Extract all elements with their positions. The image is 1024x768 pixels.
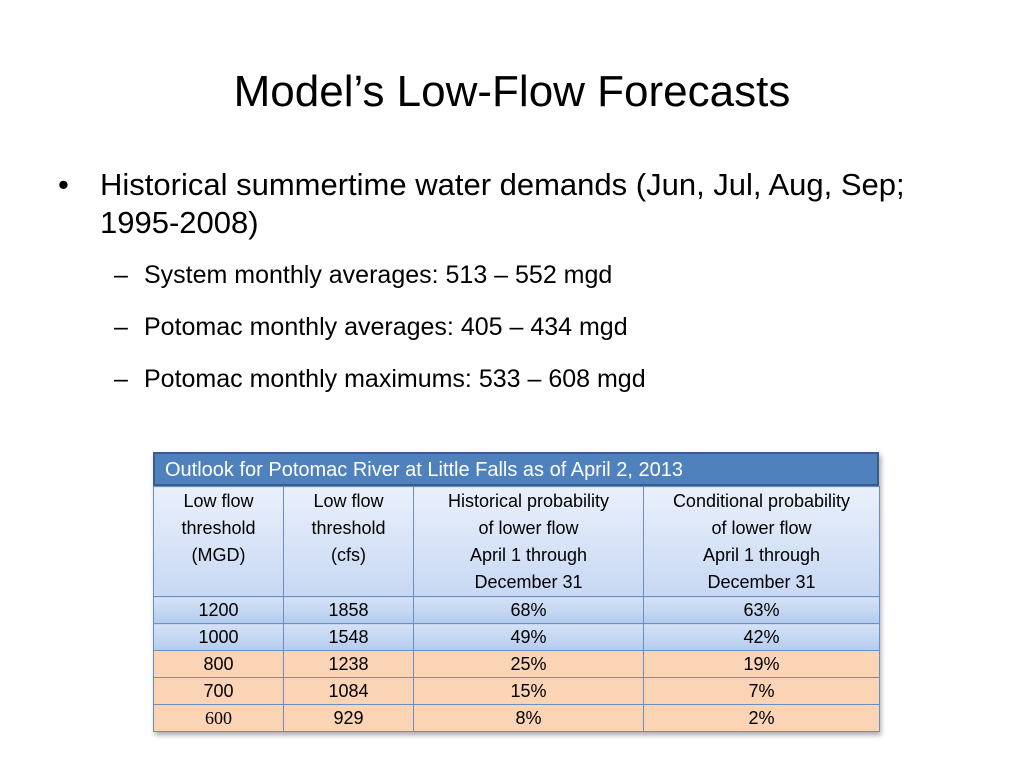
table-caption: Outlook for Potomac River at Little Fall…: [153, 452, 879, 486]
cell-cfs: 1858: [283, 596, 414, 624]
cell-mgd: 1000: [153, 623, 284, 651]
cell-conditional: 63%: [643, 596, 880, 624]
cell-historical: 8%: [413, 704, 644, 732]
cell-cfs: 1084: [283, 677, 414, 705]
table-row: 1000 1548 49% 42%: [153, 623, 880, 651]
sub-bullet-text: Potomac monthly averages: 405 – 434 mgd: [144, 313, 628, 341]
header-conditional-probability: Conditional probability of lower flow Ap…: [643, 486, 880, 597]
cell-conditional: 42%: [643, 623, 880, 651]
cell-historical: 68%: [413, 596, 644, 624]
sub-bullet-item: – Potomac monthly maximums: 533 – 608 mg…: [58, 364, 988, 394]
cell-cfs: 1238: [283, 650, 414, 678]
cell-historical: 15%: [413, 677, 644, 705]
cell-mgd: 600: [153, 704, 284, 732]
sub-bullet-item: – System monthly averages: 513 – 552 mgd: [58, 260, 988, 290]
dash-marker: –: [114, 313, 128, 341]
table-row: 600 929 8% 2%: [153, 704, 880, 732]
cell-historical: 25%: [413, 650, 644, 678]
table-row: 700 1084 15% 7%: [153, 677, 880, 705]
dash-marker: –: [114, 365, 128, 393]
bullet-text: Historical summertime water demands (Jun…: [100, 167, 905, 240]
bullet-item: • Historical summertime water demands (J…: [58, 166, 988, 242]
cell-conditional: 7%: [643, 677, 880, 705]
dash-marker: –: [114, 261, 128, 289]
bullet-list: • Historical summertime water demands (J…: [58, 166, 988, 416]
cell-conditional: 2%: [643, 704, 880, 732]
cell-cfs: 1548: [283, 623, 414, 651]
cell-mgd: 700: [153, 677, 284, 705]
header-historical-probability: Historical probability of lower flow Apr…: [413, 486, 644, 597]
cell-historical: 49%: [413, 623, 644, 651]
sub-bullet-text: Potomac monthly maximums: 533 – 608 mgd: [144, 365, 646, 393]
sub-bullet-item: – Potomac monthly averages: 405 – 434 mg…: [58, 312, 988, 342]
probability-table: Low flow threshold (MGD) Low flow thresh…: [153, 486, 880, 732]
header-threshold-mgd: Low flow threshold (MGD): [153, 486, 284, 597]
table-row: 800 1238 25% 19%: [153, 650, 880, 678]
cell-cfs: 929: [283, 704, 414, 732]
header-threshold-cfs: Low flow threshold (cfs): [283, 486, 414, 597]
sub-bullet-text: System monthly averages: 513 – 552 mgd: [144, 261, 613, 289]
slide-title: Model’s Low-Flow Forecasts: [233, 67, 791, 116]
cell-mgd: 1200: [153, 596, 284, 624]
table-header-row: Low flow threshold (MGD) Low flow thresh…: [153, 486, 880, 597]
cell-conditional: 19%: [643, 650, 880, 678]
outlook-table: Outlook for Potomac River at Little Fall…: [153, 452, 880, 732]
table-row: 1200 1858 68% 63%: [153, 596, 880, 624]
cell-mgd: 800: [153, 650, 284, 678]
sub-bullet-list: – System monthly averages: 513 – 552 mgd…: [58, 260, 988, 394]
bullet-marker: •: [58, 167, 69, 202]
